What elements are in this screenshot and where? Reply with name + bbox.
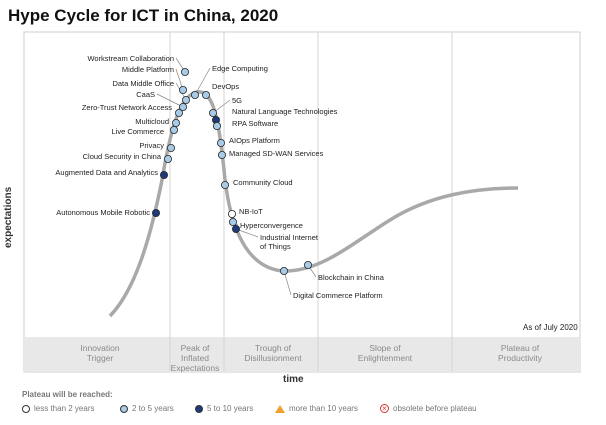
tech-label-devops: DevOps: [212, 82, 239, 91]
tech-label-digital-commerce-platform: Digital Commerce Platform: [293, 291, 383, 300]
legend-label: less than 2 years: [34, 404, 95, 413]
tech-label-augmented-data-and-analytics: Augmented Data and Analytics: [55, 168, 158, 177]
tech-point-middle-platform: [178, 86, 187, 95]
tech-label-edge-computing: Edge Computing: [212, 64, 268, 73]
tech-point-data-middle-office: [181, 96, 190, 105]
tech-point-workstream-collaboration: [180, 68, 189, 77]
phase-peak: Peak of Inflated Expectations: [170, 343, 220, 373]
tech-point-caas: [178, 103, 187, 112]
tech-label-workstream-collaboration: Workstream Collaboration: [87, 54, 174, 63]
x-circle-icon: [380, 404, 389, 413]
legend-label: more than 10 years: [289, 404, 358, 413]
tech-label-blockchain-in-china: Blockchain in China: [318, 273, 385, 282]
tech-point-cloud-security-in-china: [163, 154, 172, 163]
y-axis-label: expectations: [3, 186, 14, 248]
legend-label: obsolete before plateau: [393, 404, 477, 413]
tech-point-edge-computing: [190, 91, 199, 100]
legend-item: obsolete before plateau: [380, 404, 477, 413]
triangle-icon: [275, 404, 285, 413]
phase-plateau: Plateau of Productivity: [498, 343, 542, 363]
phase-slope: Slope of Enlightenment: [357, 343, 413, 363]
plot-frame: [23, 31, 581, 373]
tech-label-rpa-software: RPA Software: [232, 119, 278, 128]
tech-label-5g: 5G: [232, 96, 242, 105]
tech-label-aiops-platform: AIOps Platform: [229, 136, 280, 145]
tech-point-aiops-platform: [216, 138, 225, 147]
tech-point-industrial-internet-of-things: [231, 224, 240, 233]
legend-label: 5 to 10 years: [207, 404, 254, 413]
tech-label-autonomous-mobile-robotic: Autonomous Mobile Robotic: [56, 208, 150, 217]
white-dot-icon: [22, 404, 30, 413]
tech-label-caas: CaaS: [136, 90, 155, 99]
x-axis-label: time: [283, 374, 304, 385]
tech-label-hyperconvergence: Hyperconvergence: [240, 221, 303, 230]
light-blue-dot-icon: [120, 404, 128, 413]
tech-point-blockchain-in-china: [303, 260, 312, 269]
tech-point-multicloud: [171, 119, 180, 128]
tech-point-digital-commerce-platform: [279, 266, 288, 275]
tech-point-devops: [201, 91, 210, 100]
tech-label-nb-iot: NB-IoT: [239, 207, 263, 216]
tech-point-5g: [208, 109, 217, 118]
tech-label-community-cloud: Community Cloud: [233, 178, 293, 187]
tech-label-privacy: Privacy: [139, 141, 164, 150]
tech-point-live-commerce: [169, 126, 178, 135]
legend-title: Plateau will be reached:: [22, 390, 113, 399]
leader-line: [156, 93, 184, 108]
hype-curve: [108, 90, 519, 318]
legend-label: 2 to 5 years: [132, 404, 174, 413]
dark-blue-dot-icon: [195, 404, 203, 413]
tech-point-community-cloud: [220, 180, 229, 189]
legend-item: more than 10 years: [275, 404, 358, 413]
tech-label-multicloud: Multicloud: [135, 117, 169, 126]
tech-label-live-commerce: Live Commerce: [111, 127, 164, 136]
tech-label-natural-language-technologies: Natural Language Technologies: [232, 107, 338, 116]
tech-point-zero-trust-network-access: [174, 109, 183, 118]
tech-label-managed-sd-wan-services: Managed SD-WAN Services: [229, 149, 324, 158]
tech-point-privacy: [166, 143, 175, 152]
chart-title: Hype Cycle for ICT in China, 2020: [8, 6, 279, 25]
tech-point-managed-sd-wan-services: [217, 150, 226, 159]
legend-item: 5 to 10 years: [195, 404, 253, 413]
tech-point-nb-iot: [227, 209, 236, 218]
tech-label-industrial-internet-of-things: Industrial Internet of Things: [260, 233, 319, 251]
tech-label-zero-trust-network-access: Zero-Trust Network Access: [82, 103, 172, 112]
tech-point-autonomous-mobile-robotic: [151, 208, 160, 217]
phase-band: [25, 337, 580, 371]
tech-point-hyperconvergence: [228, 217, 237, 226]
tech-label-middle-platform: Middle Platform: [122, 65, 174, 74]
legend-item: 2 to 5 years: [120, 404, 174, 413]
leader-line: [194, 67, 211, 96]
tech-point-rpa-software: [212, 122, 221, 131]
tech-point-augmented-data-and-analytics: [159, 170, 168, 179]
phase-innovation-trigger: Innovation Trigger: [80, 343, 120, 363]
phase-trough: Trough of Disillusionment: [244, 343, 302, 363]
legend-item: less than 2 years: [22, 404, 94, 413]
leader-line: [283, 270, 292, 296]
tech-label-data-middle-office: Data Middle Office: [112, 79, 174, 88]
tech-label-cloud-security-in-china: Cloud Security in China: [83, 152, 162, 161]
as-of-note: As of July 2020: [523, 323, 578, 332]
